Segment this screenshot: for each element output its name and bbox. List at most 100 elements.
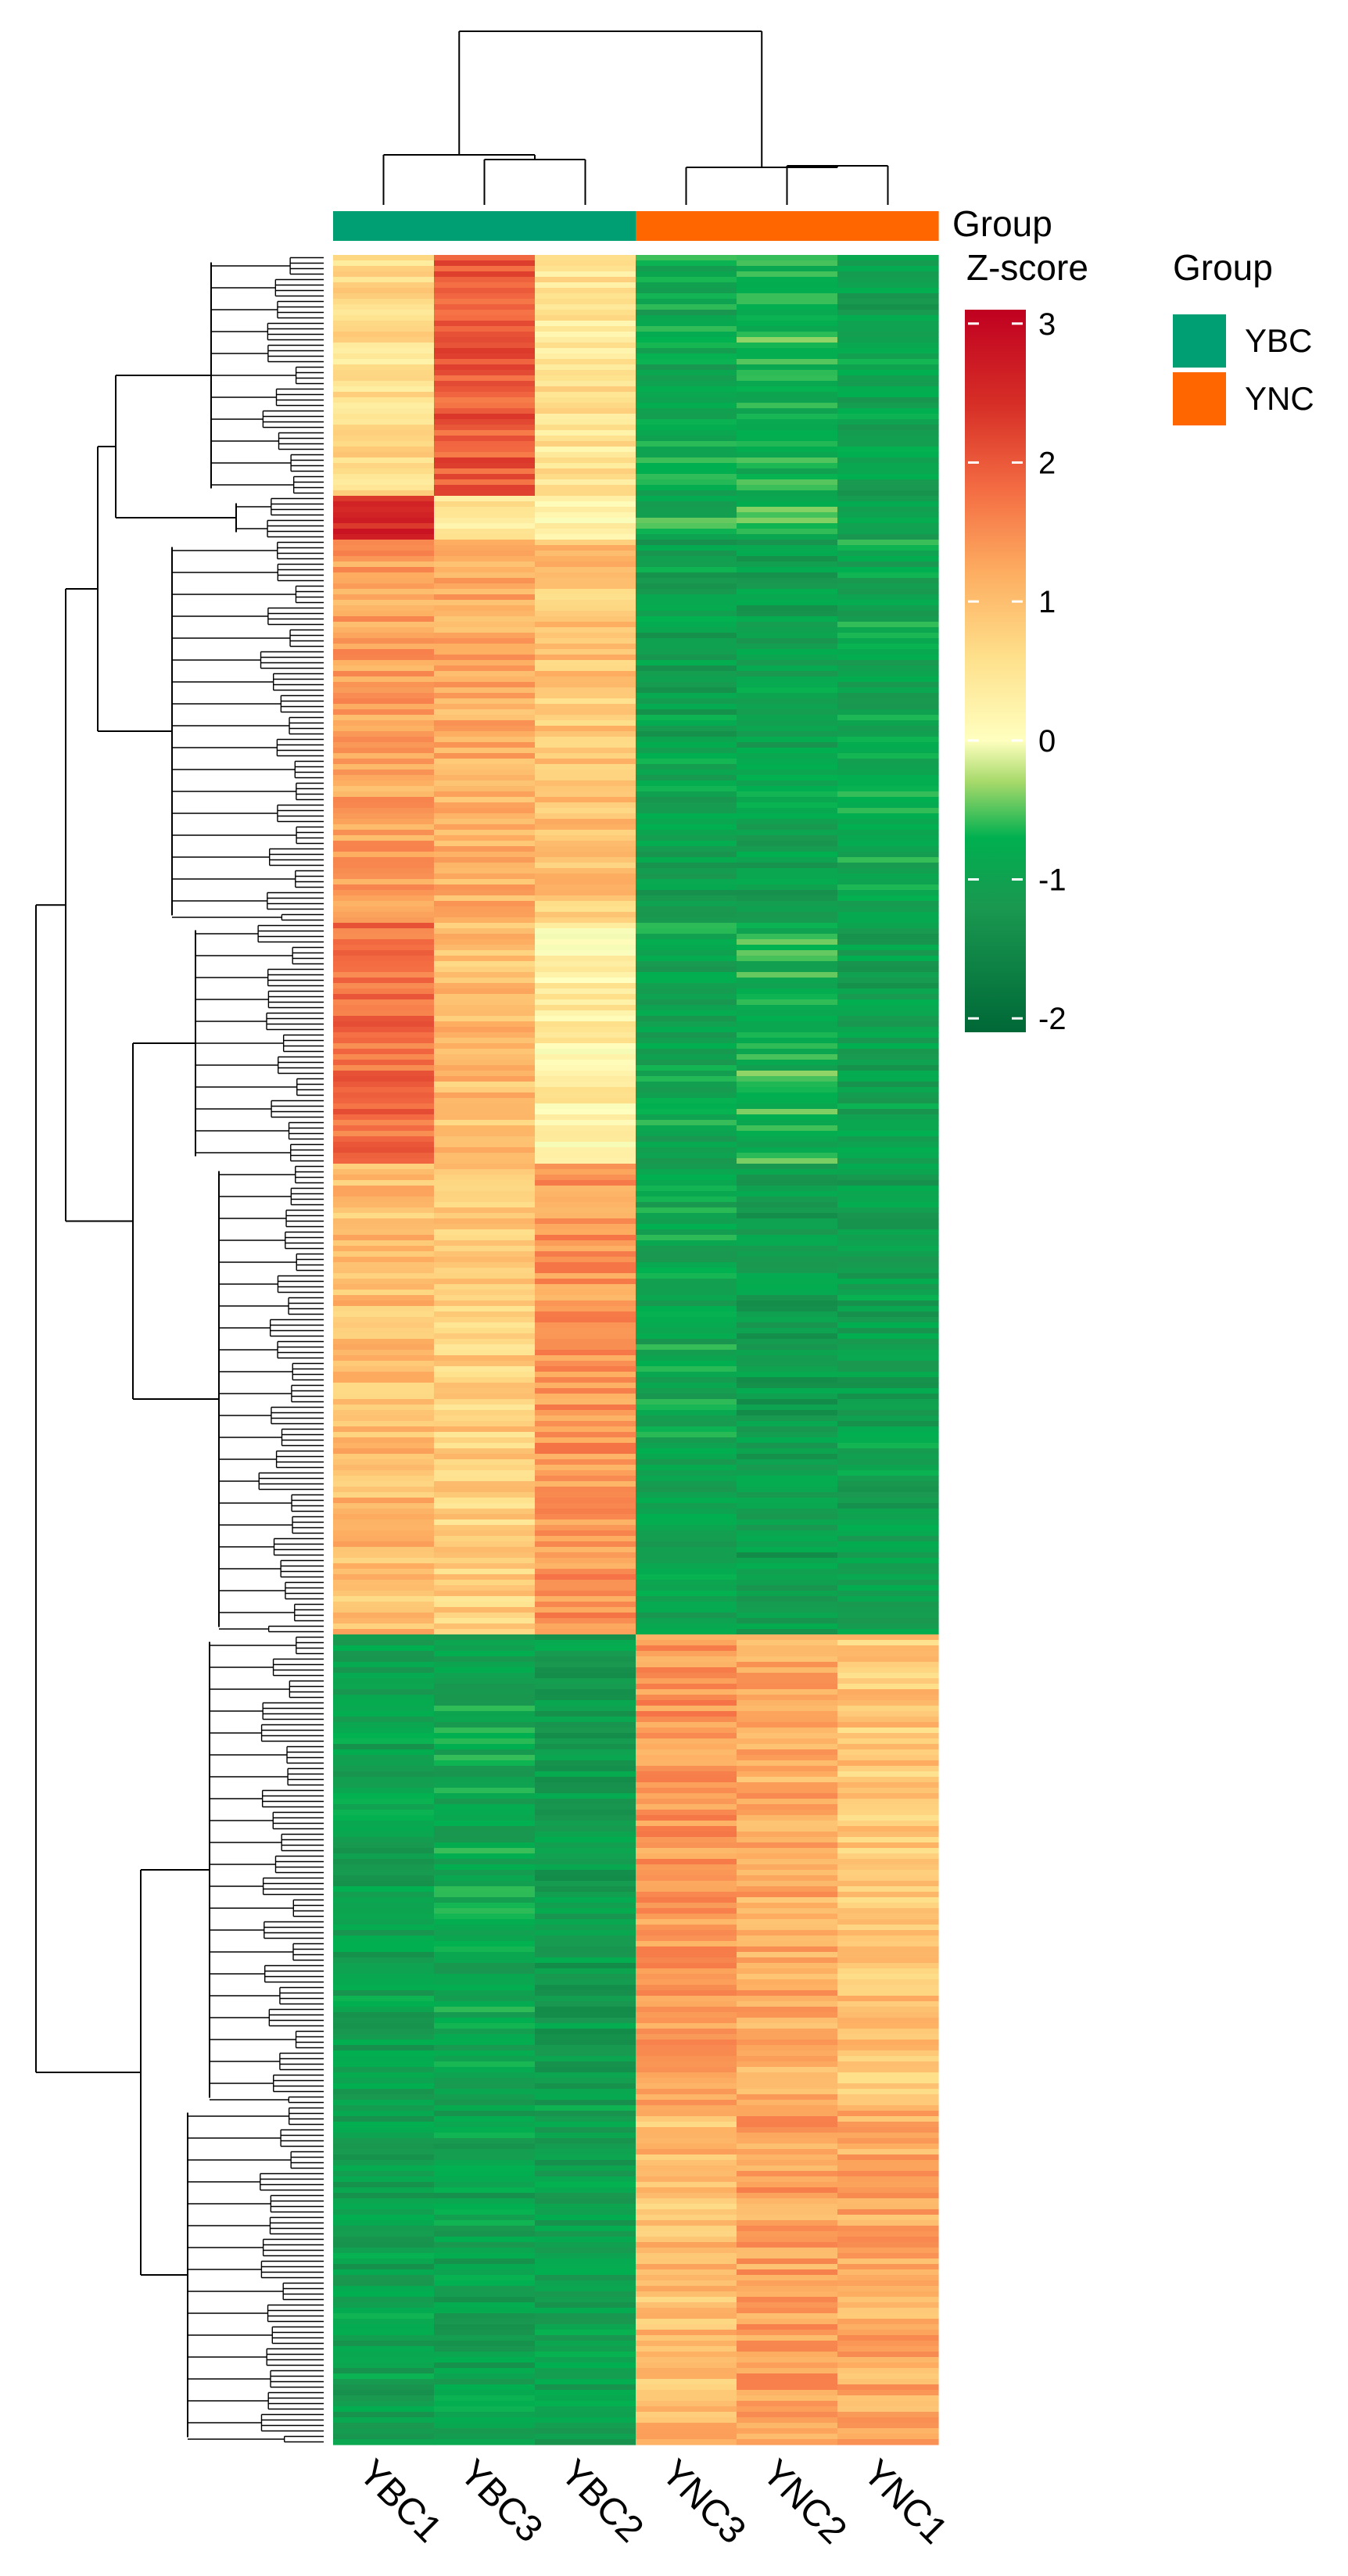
heat-cell [636, 1645, 737, 1652]
heat-cell [333, 1908, 435, 1914]
heat-cell [837, 1591, 939, 1597]
heat-cell [837, 1487, 939, 1493]
group-legend-swatch [1173, 314, 1226, 368]
heat-cell [333, 1629, 435, 1635]
heat-cell [535, 1722, 636, 1728]
heat-cell [737, 2067, 838, 2073]
heat-cell [837, 1952, 939, 1958]
heat-cell [737, 1640, 838, 1646]
heat-cell [434, 1842, 536, 1849]
heat-cell [333, 1251, 435, 1258]
heat-cell [737, 748, 838, 754]
heat-cell [837, 934, 939, 940]
heat-cell [333, 545, 435, 551]
heat-cell [636, 890, 737, 896]
heat-cell [737, 1908, 838, 1914]
heat-cell [636, 780, 737, 787]
heat-cell [737, 364, 838, 371]
heat-cell [737, 1279, 838, 1285]
heat-cell [333, 1065, 435, 1071]
heat-cell [837, 1443, 939, 1449]
heat-cell [837, 1519, 939, 1526]
heat-cell [434, 813, 536, 820]
heat-cell [737, 1191, 838, 1197]
heat-cell [434, 1344, 536, 1351]
heat-cell [434, 1957, 536, 1964]
heat-cell [837, 1399, 939, 1405]
heat-cell [737, 884, 838, 891]
heat-cell [434, 978, 536, 984]
heat-cell [434, 2231, 536, 2237]
heat-cell [535, 1279, 636, 1285]
heat-cell [636, 1399, 737, 1405]
heat-cell [837, 2007, 939, 2013]
heat-cell [434, 1043, 536, 1049]
heat-cell [333, 633, 435, 639]
heat-cell [837, 1996, 939, 2002]
heat-cell [737, 457, 838, 464]
heat-cell [737, 1333, 838, 1340]
heat-cell [434, 2412, 536, 2418]
heat-cell [737, 1919, 838, 1925]
heat-cell [535, 994, 636, 1000]
heat-cell [737, 1317, 838, 1323]
heat-cell [333, 1207, 435, 1214]
heat-cell [333, 2412, 435, 2418]
heat-cell [434, 1519, 536, 1526]
heat-cell [434, 414, 536, 420]
heat-cell [636, 1968, 737, 1975]
heat-cell [333, 2324, 435, 2330]
heat-cell [535, 1574, 636, 1580]
heat-cell [737, 2122, 838, 2128]
heat-cell [837, 1372, 939, 1378]
heat-cell [636, 682, 737, 688]
heat-cell [636, 1465, 737, 1471]
heat-cell [837, 1968, 939, 1975]
heat-cell [434, 1388, 536, 1394]
heat-cell [737, 2417, 838, 2424]
heat-cell [737, 1322, 838, 1329]
heat-cell [636, 671, 737, 677]
heat-cell [837, 1870, 939, 1876]
heat-cell [333, 2280, 435, 2287]
heat-cell [737, 1536, 838, 1542]
heat-cell [636, 1487, 737, 1493]
heat-cell [434, 2182, 536, 2188]
heat-cell [636, 1585, 737, 1591]
heat-cell [737, 999, 838, 1006]
heat-cell [535, 808, 636, 814]
heat-cell [535, 961, 636, 967]
heat-cell [837, 1832, 939, 1838]
heat-cell [333, 1859, 435, 1865]
heat-cell [837, 884, 939, 891]
heat-cell [434, 1465, 536, 1471]
heat-cell [535, 518, 636, 524]
heat-cell [434, 479, 536, 486]
heat-cell [636, 2390, 737, 2396]
heat-cell [434, 2111, 536, 2117]
heat-cell [333, 255, 435, 261]
heat-cell [636, 1629, 737, 1635]
heat-cell [737, 1832, 838, 1838]
heat-cell [434, 1164, 536, 1170]
heat-cell [535, 1996, 636, 2002]
heat-cell [333, 649, 435, 655]
heat-cell [837, 572, 939, 579]
heat-cell [535, 299, 636, 305]
heat-cell [535, 2423, 636, 2429]
heat-cell [535, 1525, 636, 1531]
heat-cell [434, 1169, 536, 1175]
heat-cell [837, 742, 939, 748]
heat-cell [636, 1749, 737, 1756]
heat-cell [837, 1990, 939, 1997]
heat-cell [636, 2319, 737, 2325]
heat-cell [333, 2160, 435, 2166]
heat-cell [535, 1038, 636, 1044]
heat-cell [434, 709, 536, 716]
heat-cell [837, 2215, 939, 2221]
heat-cell [434, 518, 536, 524]
heat-cell [434, 1509, 536, 1515]
heat-cell [535, 1355, 636, 1362]
heat-cell [535, 1202, 636, 1208]
heat-cell [535, 1218, 636, 1225]
